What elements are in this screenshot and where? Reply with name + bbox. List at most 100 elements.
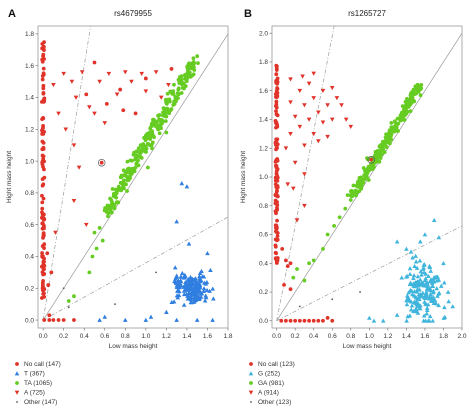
panel-a-y-tick-label: 0.8: [25, 190, 34, 197]
panel-a-series-1-point: [99, 160, 104, 165]
panel-b-series-2-point: [431, 217, 437, 222]
panel-a-legend-swatch: [14, 371, 20, 376]
panel-a-series-4-point: [129, 79, 134, 84]
panel-a-cluster-1-point: [118, 175, 123, 180]
panel-b-series-3-point: [387, 134, 392, 139]
panel-b-cluster-2-point: [428, 288, 434, 293]
panel-b-series-4-point: [343, 117, 349, 122]
panel-a-cluster-2-point: [193, 276, 198, 281]
panel-b-cluster-1-point: [400, 104, 405, 109]
panel-b-cluster-2-point: [417, 258, 423, 263]
panel-a-series-1-point: [61, 318, 66, 322]
panel-a-cluster-3-point: [40, 206, 45, 211]
panel-b-cluster-3-point: [273, 250, 278, 255]
panel-b-series-3-point: [343, 206, 348, 211]
panel-b-cluster-3-point: [275, 76, 280, 81]
panel-a-cluster-1-point: [191, 72, 196, 77]
panel-a-cluster-2-point: [190, 291, 196, 296]
panel-b-cluster-2-point: [421, 270, 427, 275]
panel-b-cluster-2-point: [407, 281, 413, 286]
panel-a-series-5-point: [62, 287, 65, 290]
panel-a-cluster-2-point: [191, 297, 197, 302]
panel-a-legend-swatch: [15, 362, 19, 366]
panel-b-legend-label: Other (123): [258, 399, 291, 406]
panel-a-series-4-point: [122, 70, 128, 75]
panel-a-cluster-3-point: [41, 272, 46, 277]
panel-a-series-3-point: [66, 299, 71, 303]
panel-b-cluster-1-point: [392, 119, 397, 124]
panel-b-y-tick-label: 1.8: [259, 59, 268, 66]
panel-b-legend-swatch: [248, 390, 254, 395]
panel-b-cluster-2-point: [434, 286, 440, 291]
panel-a-y-tick-label: 0.4: [25, 254, 34, 261]
panel-b-cluster-1-point: [373, 152, 378, 157]
panel-a-series-3-point: [191, 63, 195, 68]
panel-b-cluster-3-point: [274, 226, 279, 231]
panel-a-series-3-point: [172, 101, 177, 106]
panel-b-series-4-point: [297, 124, 303, 129]
panel-b-cluster-2-point: [426, 273, 431, 279]
panel-b-cluster-2-point: [428, 268, 434, 273]
panel-b-cluster-1-point: [372, 165, 376, 170]
panel-b-y-tick-label: 0.6: [259, 232, 268, 239]
panel-a-series-3-point: [121, 184, 126, 189]
panel-b-series-4-point: [306, 81, 312, 86]
panel-b-series-3-point: [410, 97, 414, 102]
panel-b-series-1-point: [285, 264, 290, 269]
panel-a-series-1-point: [42, 318, 47, 322]
panel-a-cluster-1-point: [163, 119, 168, 124]
panel-b-cluster-1-point: [406, 101, 411, 106]
panel-a-series-3-point: [131, 152, 136, 157]
panel-a-x-tick-label: 1.4: [182, 333, 191, 340]
panel-b-cluster-1-point: [361, 166, 366, 170]
panel-a-cluster-3-point: [41, 123, 46, 128]
panel-b-cluster-1-point: [374, 159, 379, 164]
panel-a-cluster-3-point: [41, 86, 46, 91]
panel-b-cluster-3-point: [273, 159, 278, 164]
panel-b-series-1-point: [279, 318, 284, 323]
panel-b-cluster-2-point: [412, 289, 417, 294]
panel-b-cluster-2-point: [417, 281, 422, 286]
panel-a-y-tick-label: 0.6: [25, 222, 34, 229]
panel-b-cluster-2-point: [435, 293, 440, 298]
panel-a-x-tick-label: 0.6: [100, 333, 109, 340]
panel-a-series-1-point: [133, 111, 138, 116]
panel-b-series-4-point: [306, 117, 312, 122]
panel-a-cluster-2-point: [210, 286, 216, 291]
panel-b-cluster-3-point: [273, 201, 278, 206]
panel-a-cluster-3-point: [42, 267, 46, 272]
panel-a-cluster-3-point: [42, 48, 46, 53]
panel-b-cluster-3-point: [273, 198, 278, 203]
panel-a-series-5-point: [67, 306, 70, 309]
panel-b-y-tick-label: 0.4: [259, 260, 268, 267]
panel-a-series-3-point: [117, 187, 122, 192]
panel-a-series-2-point: [143, 317, 149, 322]
panel-a-cluster-2-point: [182, 272, 188, 277]
panel-a-cluster-1-point: [134, 155, 139, 160]
panel-a-cluster-3-point: [41, 140, 46, 145]
panel-a-cluster-1-point: [103, 206, 107, 210]
panel-b-cluster-3-point: [274, 230, 279, 235]
panel-b-cluster-1-point: [380, 152, 384, 157]
panel-a-series-3-point: [123, 171, 128, 176]
panel-a-series-4-point: [56, 111, 61, 116]
panel-a-cluster-1-point: [136, 146, 141, 151]
panel-b-series-5-point: [331, 298, 334, 301]
panel-b-cluster-3-point: [274, 102, 279, 107]
panel-a-cluster-2-point: [198, 278, 204, 283]
panel-b-cluster-3-point: [274, 169, 279, 173]
panel-b-cluster-1-point: [358, 183, 363, 187]
panel-b-cluster-3-point: [274, 165, 279, 170]
panel-a-cluster-1-point: [138, 149, 143, 154]
panel-a-y-tick-label: 0.0: [25, 317, 34, 324]
panel-b-series-2-point: [436, 235, 442, 240]
panel-a-cluster-3-point: [41, 217, 46, 222]
panel-b-cluster-3-point: [274, 238, 279, 243]
panel-a-cluster-1-point: [112, 206, 117, 211]
panel-a-series-5-point: [155, 271, 158, 274]
panel-a-highlight-circle: [97, 158, 106, 167]
panel-b-series-5-point: [298, 305, 301, 308]
panel-b-series-3-point: [354, 189, 359, 194]
panel-a-cluster-1-point: [149, 130, 154, 135]
panel-a-x-tick-label: 1.0: [141, 333, 150, 340]
